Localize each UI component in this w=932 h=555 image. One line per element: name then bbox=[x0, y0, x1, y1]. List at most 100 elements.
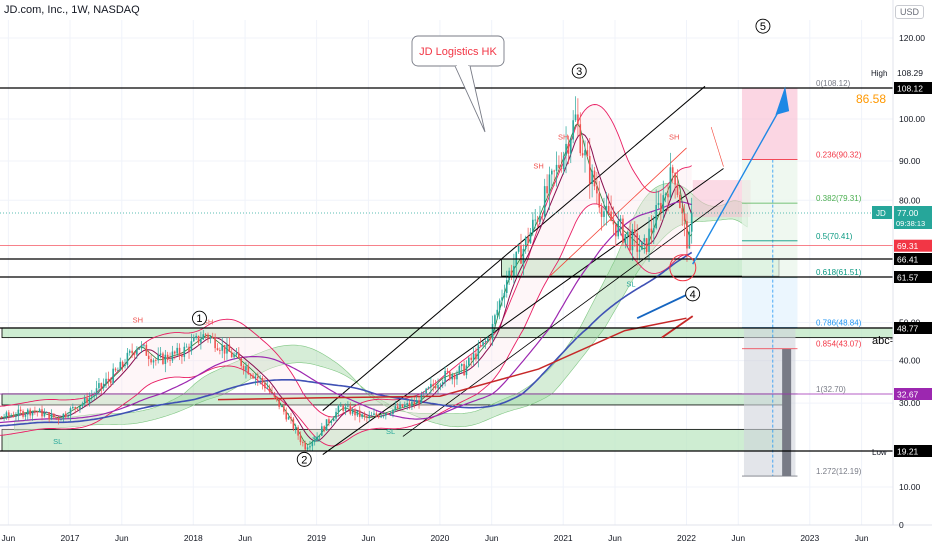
candle-body bbox=[176, 348, 178, 354]
candle-body bbox=[58, 418, 60, 420]
candle-body bbox=[143, 345, 145, 346]
candle-body bbox=[136, 349, 138, 354]
candle-body bbox=[188, 347, 190, 351]
candle-body bbox=[304, 443, 306, 449]
candle-body bbox=[613, 221, 615, 224]
candle-body bbox=[252, 376, 254, 379]
candle-body bbox=[584, 150, 586, 155]
candle-body bbox=[404, 405, 406, 407]
candle-body bbox=[1, 416, 3, 417]
candle-body bbox=[103, 384, 105, 388]
candle-body bbox=[603, 211, 605, 217]
candle-body bbox=[459, 366, 461, 374]
candle-body bbox=[572, 120, 574, 139]
candle-body bbox=[77, 409, 79, 410]
candle-body bbox=[558, 165, 560, 168]
candle-body bbox=[200, 340, 202, 343]
candle-body bbox=[48, 412, 50, 419]
candle-body bbox=[409, 403, 411, 406]
candle-body bbox=[435, 386, 437, 388]
candle-body bbox=[662, 195, 664, 212]
candle-body bbox=[643, 238, 645, 241]
candle-body bbox=[608, 206, 610, 212]
candle-body bbox=[679, 195, 681, 208]
fib-label: 0.382(79.31) bbox=[816, 194, 862, 203]
candle-body bbox=[589, 156, 591, 184]
x-tick-label: 2023 bbox=[800, 533, 819, 543]
candle-body bbox=[525, 237, 527, 249]
candle-body bbox=[444, 371, 446, 382]
candle-body bbox=[27, 410, 29, 415]
candle-body bbox=[110, 380, 112, 383]
badge-66-41: 66.41 bbox=[897, 255, 919, 265]
candle-body bbox=[205, 334, 207, 335]
candle-body bbox=[494, 315, 496, 324]
candle-body bbox=[6, 412, 8, 417]
candle-body bbox=[468, 358, 470, 366]
candle-body bbox=[636, 233, 638, 252]
candle-body bbox=[70, 408, 72, 416]
candle-body bbox=[653, 228, 655, 232]
candle-body bbox=[617, 221, 619, 236]
candle-body bbox=[563, 156, 565, 169]
candle-body bbox=[416, 400, 418, 404]
candle-body bbox=[105, 379, 107, 384]
candle-body bbox=[321, 426, 323, 435]
candle-body bbox=[691, 213, 693, 232]
candle-body bbox=[179, 348, 181, 355]
candle-body bbox=[51, 414, 53, 420]
candle-body bbox=[148, 356, 150, 359]
candle-body bbox=[658, 203, 660, 205]
candle-body bbox=[342, 406, 344, 411]
symbol-tag: JD bbox=[876, 209, 886, 218]
candle-body bbox=[579, 124, 581, 153]
candle-body bbox=[665, 194, 667, 195]
candle-body bbox=[627, 232, 629, 234]
candle-body bbox=[575, 114, 577, 120]
candle-body bbox=[620, 219, 622, 221]
candle-body bbox=[165, 355, 167, 364]
candle-body bbox=[290, 417, 292, 419]
fib-label: 0.786(48.84) bbox=[816, 319, 862, 328]
candle-body bbox=[100, 383, 102, 388]
candle-body bbox=[454, 375, 456, 379]
candle-body bbox=[29, 410, 31, 416]
candle-body bbox=[499, 300, 501, 309]
candle-body bbox=[326, 419, 328, 430]
candle-body bbox=[124, 365, 126, 366]
callout-text: JD Logistics HK bbox=[419, 46, 497, 58]
candle-body bbox=[186, 347, 188, 348]
candle-body bbox=[473, 353, 475, 359]
candle-body bbox=[32, 411, 34, 415]
candle-body bbox=[13, 416, 15, 417]
candle-body bbox=[174, 352, 176, 354]
candle-body bbox=[150, 359, 152, 362]
candle-body bbox=[153, 360, 155, 362]
candle-body bbox=[53, 414, 55, 418]
swing-label: SL bbox=[386, 427, 395, 436]
candle-body bbox=[281, 406, 283, 407]
x-tick-label: Jun bbox=[608, 533, 622, 543]
candle-body bbox=[181, 355, 183, 357]
candle-body bbox=[210, 337, 212, 339]
candle-body bbox=[335, 412, 337, 419]
currency-button[interactable]: USD bbox=[895, 5, 924, 19]
candle-body bbox=[202, 334, 204, 339]
candle-body bbox=[146, 345, 148, 356]
candle-body bbox=[530, 232, 532, 243]
candle-body bbox=[648, 229, 650, 252]
candle-body bbox=[15, 416, 17, 417]
candle-body bbox=[352, 410, 354, 414]
candle-body bbox=[74, 407, 76, 409]
candle-body bbox=[610, 212, 612, 222]
candle-body bbox=[127, 353, 129, 365]
candle-body bbox=[347, 406, 349, 407]
wave-label: 3 bbox=[576, 66, 582, 78]
candle-body bbox=[119, 362, 121, 370]
candle-body bbox=[587, 150, 589, 156]
last-price-value: 77.00 bbox=[897, 208, 919, 218]
candle-body bbox=[598, 193, 600, 207]
candle-body bbox=[447, 371, 449, 372]
